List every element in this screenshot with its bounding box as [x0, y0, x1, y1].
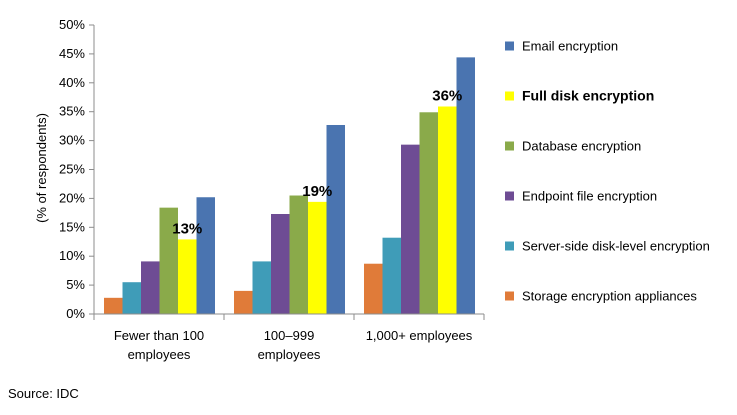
y-tick-label: 45% — [59, 46, 85, 61]
bar — [419, 112, 438, 314]
bar — [271, 214, 290, 314]
bar — [289, 195, 308, 314]
bar — [122, 282, 141, 314]
legend-label: Endpoint file encryption — [522, 189, 657, 204]
bar — [364, 263, 383, 314]
y-tick-label: 50% — [59, 17, 85, 32]
bar — [159, 207, 178, 314]
bar — [401, 144, 420, 314]
bar — [382, 237, 401, 314]
bar — [326, 124, 345, 314]
x-tick-label: employees — [258, 347, 321, 362]
legend-swatch — [505, 241, 514, 251]
y-tick-label: 10% — [59, 248, 85, 263]
bar — [196, 197, 215, 314]
y-tick-label: 30% — [59, 133, 85, 148]
x-tick-label: 100–999 — [264, 328, 315, 343]
source-note: Source: IDC — [8, 386, 79, 401]
legend-swatch — [505, 41, 514, 51]
bar — [252, 261, 271, 314]
legend-label: Email encryption — [522, 39, 618, 54]
legend-swatch — [505, 141, 514, 151]
y-axis-label: (% of respondents) — [34, 113, 49, 223]
x-tick-label: 1,000+ employees — [366, 328, 473, 343]
bar — [104, 297, 123, 314]
legend-label: Storage encryption appliances — [522, 289, 697, 304]
y-tick-label: 25% — [59, 162, 85, 177]
data-label: 13% — [172, 220, 202, 237]
bar — [456, 57, 475, 314]
y-tick-label: 0% — [66, 306, 85, 321]
data-label: 19% — [302, 183, 332, 200]
bar — [308, 201, 327, 314]
bar — [141, 261, 160, 314]
bar — [438, 106, 457, 314]
y-tick-label: 35% — [59, 104, 85, 119]
y-tick-label: 40% — [59, 75, 85, 90]
legend-label: Full disk encryption — [522, 88, 654, 104]
legend-swatch — [505, 191, 514, 201]
legend-label: Server-side disk-level encryption — [522, 239, 710, 254]
x-tick-label: employees — [128, 347, 191, 362]
bar — [178, 239, 197, 314]
legend-label: Database encryption — [522, 139, 641, 154]
legend-swatch — [505, 91, 514, 101]
data-label: 36% — [432, 87, 462, 104]
y-tick-label: 5% — [66, 277, 85, 292]
bar — [234, 290, 253, 314]
x-tick-label: Fewer than 100 — [114, 328, 204, 343]
y-tick-label: 15% — [59, 219, 85, 234]
y-tick-label: 20% — [59, 190, 85, 205]
legend-swatch — [505, 291, 514, 301]
